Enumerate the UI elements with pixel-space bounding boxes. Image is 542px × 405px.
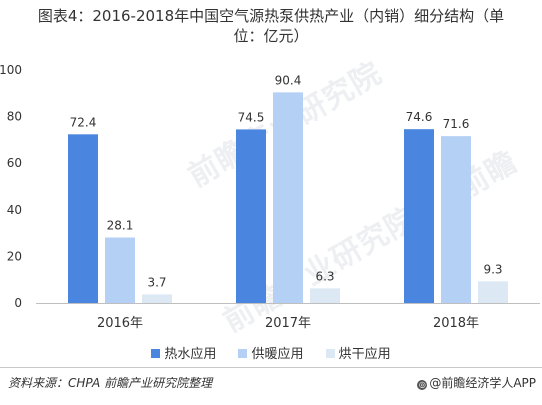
y-tick-label: 100 bbox=[0, 63, 22, 77]
bar bbox=[273, 92, 303, 303]
bar bbox=[68, 134, 98, 303]
data-label: 71.6 bbox=[443, 117, 470, 131]
source-note: 资料来源：CHPA 前瞻产业研究院整理 bbox=[8, 376, 213, 390]
legend-swatch-drying bbox=[325, 349, 335, 358]
bar-chart: 0 20 40 60 80 100 72.4 28.1 3.7 2016年 74.5 90.4 6.3 2… bbox=[0, 63, 540, 331]
y-tick-label: 80 bbox=[7, 110, 22, 124]
bar bbox=[441, 136, 471, 303]
data-label: 74.6 bbox=[406, 110, 433, 124]
x-tick-label: 2017年 bbox=[265, 316, 311, 331]
data-label: 3.7 bbox=[147, 275, 166, 289]
brand-text: @前瞻经济学人APP bbox=[429, 376, 536, 390]
legend-item-hot-water: 热水应用 bbox=[151, 343, 216, 362]
legend-item-heating: 供暖应用 bbox=[238, 343, 304, 362]
data-label: 6.3 bbox=[315, 269, 334, 283]
chart-title-line1: 图表4：2016-2018年中国空气源热泵供热产业（内销）细分结构（单 bbox=[37, 7, 505, 25]
legend-swatch-hot-water bbox=[151, 349, 161, 358]
chart-title-line2: 位：亿元） bbox=[233, 27, 309, 45]
footer-divider bbox=[0, 367, 542, 368]
brand-label: ◎ @前瞻经济学人APP bbox=[417, 374, 536, 391]
bar bbox=[404, 129, 434, 303]
bar bbox=[478, 281, 508, 303]
data-label: 72.4 bbox=[70, 115, 97, 129]
y-tick-label: 0 bbox=[14, 296, 22, 310]
data-label: 28.1 bbox=[107, 219, 134, 233]
legend-label-hot-water: 热水应用 bbox=[164, 347, 217, 362]
bar bbox=[105, 237, 135, 303]
y-tick-label: 20 bbox=[7, 249, 22, 263]
data-label: 90.4 bbox=[275, 73, 302, 87]
legend-label-drying: 烘干应用 bbox=[338, 347, 391, 362]
brand-logo-icon: ◎ bbox=[417, 380, 428, 390]
legend-label-heating: 供暖应用 bbox=[251, 347, 304, 362]
data-label: 74.5 bbox=[238, 110, 265, 124]
legend-item-drying: 烘干应用 bbox=[325, 343, 391, 362]
data-label: 9.3 bbox=[483, 262, 502, 276]
chart-legend: 热水应用 供暖应用 烘干应用 bbox=[0, 343, 542, 362]
y-tick-label: 40 bbox=[7, 203, 22, 217]
y-tick-label: 60 bbox=[7, 156, 22, 170]
x-tick-label: 2018年 bbox=[433, 316, 479, 331]
chart-title: 图表4：2016-2018年中国空气源热泵供热产业（内销）细分结构（单 位：亿元… bbox=[0, 6, 542, 46]
legend-swatch-heating bbox=[238, 349, 248, 358]
x-tick-label: 2016年 bbox=[97, 316, 143, 331]
bar bbox=[236, 129, 266, 303]
bar bbox=[142, 294, 172, 303]
bar bbox=[310, 288, 340, 303]
